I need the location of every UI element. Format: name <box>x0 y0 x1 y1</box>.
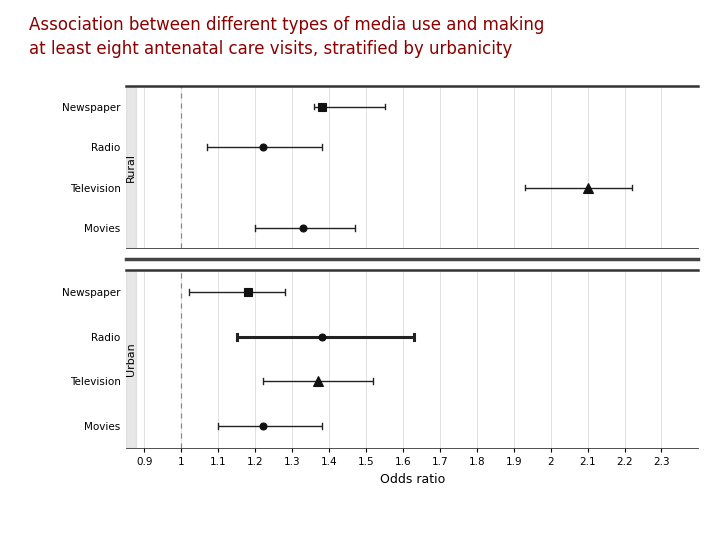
Bar <box>126 270 136 448</box>
Text: Association between different types of media use and making
at least eight anten: Association between different types of m… <box>29 16 544 58</box>
Bar <box>126 86 136 248</box>
Text: Rural: Rural <box>126 153 136 182</box>
X-axis label: Odds ratio: Odds ratio <box>379 473 445 486</box>
Text: Urban: Urban <box>126 342 136 376</box>
